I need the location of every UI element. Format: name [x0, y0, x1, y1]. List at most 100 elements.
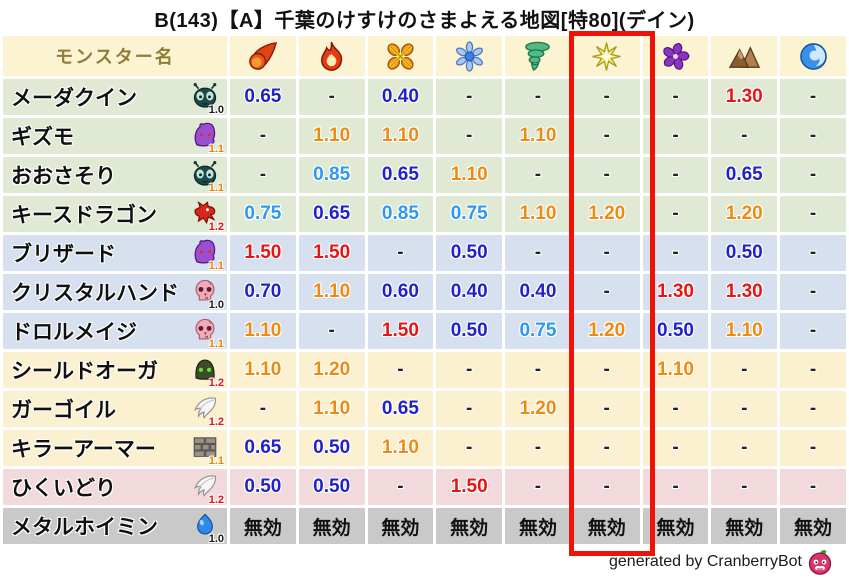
resistance-cell: - [642, 157, 709, 193]
resistance-cell: - [780, 469, 846, 505]
resistance-value: - [672, 164, 679, 185]
level-badge: 1.2 [208, 377, 224, 389]
resistance-value: 1.10 [313, 125, 351, 146]
resistance-cell: - [573, 157, 640, 193]
resistance-value: - [741, 437, 748, 458]
resistance-cell: - [436, 352, 503, 388]
resistance-cell: - [642, 118, 709, 154]
resistance-cell: 0.85 [298, 157, 365, 193]
bug-family-icon: 1.0 [189, 82, 224, 116]
resistance-value: 0.50 [244, 476, 282, 497]
lightning-icon [591, 41, 622, 71]
resistance-cell: 1.20 [298, 352, 365, 388]
resistance-cell: - [642, 79, 709, 115]
resistance-cell: 1.10 [436, 157, 503, 193]
resistance-value: 無効 [656, 517, 695, 539]
resistance-value: 無効 [312, 517, 351, 539]
resistance-cell: 無効 [298, 508, 365, 544]
resistance-cell: 0.50 [436, 235, 503, 271]
resistance-value: 1.10 [519, 203, 557, 224]
resistance-cell: - [711, 352, 778, 388]
resistance-value: 1.30 [656, 281, 694, 302]
resistance-value: - [328, 320, 335, 341]
resistance-cell: 0.60 [367, 274, 434, 310]
table-row: ギズモ 1.1 - 1.10 1.10 - 1.10 - - - - [3, 118, 846, 155]
resistance-cell: - [780, 430, 846, 466]
slime-family-icon: 1.0 [189, 511, 224, 545]
resistance-value: - [397, 359, 404, 380]
resistance-value: - [603, 164, 610, 185]
resistance-cell: - [367, 352, 434, 388]
burst-icon [385, 42, 416, 70]
resistance-cell: - [642, 430, 709, 466]
resistance-cell: 1.10 [367, 430, 434, 466]
resistance-value: 0.75 [519, 320, 557, 341]
resistance-value: - [259, 125, 267, 146]
resistance-value: - [672, 437, 679, 458]
resistance-cell: 0.75 [230, 196, 296, 232]
resistance-value: 0.75 [450, 203, 488, 224]
resistance-value: 0.50 [450, 320, 488, 341]
resistance-value: 1.10 [381, 125, 419, 146]
resistance-cell: - [367, 235, 434, 271]
resistance-value: 1.50 [244, 242, 282, 263]
resistance-value: 0.65 [313, 203, 351, 224]
resistance-cell: 1.10 [298, 391, 365, 427]
monster-name-cell: おおさそり 1.1 [3, 157, 227, 194]
resistance-value: - [809, 203, 817, 224]
resistance-value: - [397, 476, 404, 497]
bricks-family-icon: 1.1 [189, 433, 224, 467]
monster-name: キラーアーマー [11, 438, 156, 461]
resistance-cell: 0.65 [711, 157, 778, 193]
monster-name: ブリザード [11, 243, 116, 266]
resistance-value: 1.30 [725, 281, 763, 302]
resistance-cell: 0.65 [230, 430, 296, 466]
resistance-value: 1.10 [450, 164, 488, 185]
resistance-cell: - [780, 391, 846, 427]
resistance-cell: 無効 [642, 508, 709, 544]
table-row: おおさそり 1.1 - 0.85 0.65 1.10 - - - 0.65 - [3, 157, 846, 194]
skull-family-icon: 1.0 [189, 277, 224, 311]
resistance-cell: - [642, 391, 709, 427]
resistance-value: - [741, 359, 748, 380]
resistance-cell: - [780, 79, 846, 115]
skull-family-icon: 1.1 [189, 316, 224, 350]
resistance-value: - [603, 242, 610, 263]
resistance-value: 1.10 [313, 398, 351, 419]
monster-name-cell: キラーアーマー 1.1 [3, 430, 227, 467]
resistance-value: - [809, 242, 817, 263]
resistance-value: - [741, 476, 748, 497]
resistance-cell: - [780, 196, 846, 232]
resistance-value: - [809, 320, 817, 341]
table-row: キラーアーマー 1.1 0.65 0.50 1.10 - - - - - - [3, 430, 846, 467]
mountain-icon [728, 45, 760, 68]
element-column-header [573, 36, 640, 76]
resistance-cell: 0.40 [367, 79, 434, 115]
monster-name: おおさそり [11, 165, 116, 188]
resistance-cell: 1.10 [298, 274, 365, 310]
resistance-cell: 0.50 [711, 235, 778, 271]
ghost-family-icon: 1.1 [189, 238, 224, 272]
resistance-cell: 1.30 [711, 79, 778, 115]
element-column-header [436, 36, 503, 76]
resistance-cell: 無効 [505, 508, 571, 544]
resistance-value: 1.10 [725, 320, 763, 341]
resistance-value: - [809, 86, 817, 107]
resistance-value: - [534, 359, 542, 380]
resistance-cell: 1.30 [642, 274, 709, 310]
resistance-cell: 1.50 [298, 235, 365, 271]
resistance-cell: - [505, 235, 571, 271]
resistance-value: 0.85 [381, 203, 419, 224]
resistance-value: 無効 [725, 517, 764, 539]
level-badge: 1.2 [208, 494, 224, 506]
resistance-value: 1.10 [519, 125, 557, 146]
element-column-header [711, 36, 778, 76]
monster-name-cell: メタルホイミン 1.0 [3, 508, 227, 545]
resistance-value: - [466, 437, 473, 458]
resistance-value: 0.50 [450, 242, 488, 263]
resistance-value: 0.50 [313, 476, 351, 497]
table-header: モンスター名 [3, 36, 846, 76]
resistance-cell: 0.75 [436, 196, 503, 232]
resistance-value: - [741, 398, 748, 419]
